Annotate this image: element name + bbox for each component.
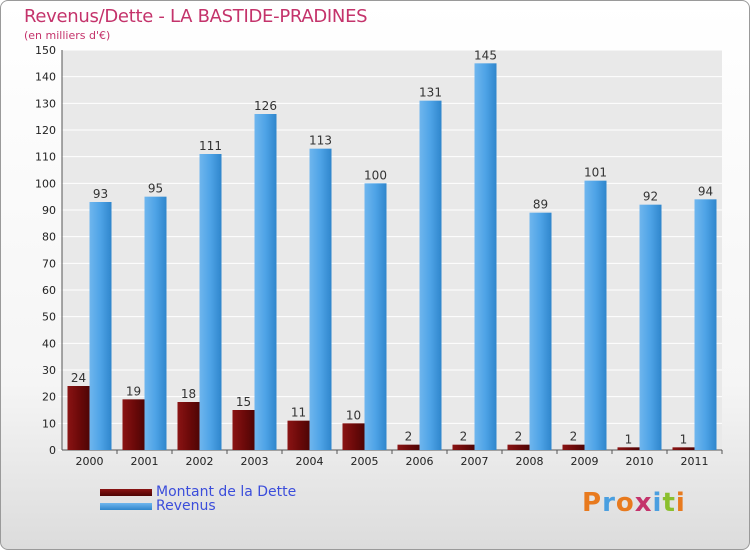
logo-letter: i (652, 488, 663, 518)
x-tick-label: 2010 (626, 455, 654, 468)
y-tick-label: 60 (42, 284, 56, 297)
x-tick-label: 2011 (681, 455, 709, 468)
data-label-dette: 2 (515, 430, 523, 444)
bar-revenus (144, 196, 167, 450)
x-tick-label: 2004 (296, 455, 324, 468)
chart-subtitle: (en milliers d'€) (24, 29, 111, 42)
data-label-revenus: 126 (254, 99, 277, 113)
logo-letter: P (582, 488, 603, 518)
data-label-dette: 2 (570, 430, 578, 444)
x-tick-label: 2005 (351, 455, 379, 468)
bar-dette (397, 444, 420, 450)
logo-letter: x (634, 488, 653, 518)
bar-revenus (639, 204, 662, 450)
bar-revenus (584, 180, 607, 450)
logo-letter: r (602, 488, 616, 518)
y-tick-label: 30 (42, 364, 56, 377)
y-tick-label: 10 (42, 417, 56, 430)
y-tick-label: 20 (42, 391, 56, 404)
bar-dette (617, 447, 640, 450)
y-tick-label: 150 (35, 44, 56, 57)
data-label-dette: 24 (71, 371, 86, 385)
bar-revenus (364, 183, 387, 451)
bar-revenus (89, 202, 112, 450)
data-label-dette: 19 (126, 384, 141, 398)
y-tick-label: 80 (42, 231, 56, 244)
y-tick-label: 50 (42, 311, 56, 324)
data-label-revenus: 100 (364, 168, 387, 182)
data-label-dette: 15 (236, 395, 251, 409)
bar-revenus (199, 154, 222, 450)
legend-label-dette: Montant de la Dette (156, 484, 297, 500)
legend-swatch-dette (100, 489, 152, 496)
y-tick-label: 140 (35, 71, 56, 84)
bar-revenus (694, 199, 717, 450)
data-label-revenus: 95 (148, 182, 163, 196)
x-tick-label: 2008 (516, 455, 544, 468)
x-tick-label: 2003 (241, 455, 269, 468)
data-label-revenus: 131 (419, 86, 442, 100)
x-tick-label: 2002 (186, 455, 214, 468)
data-label-revenus: 111 (199, 139, 222, 153)
bar-dette (672, 447, 695, 450)
logo-letter: t (662, 488, 676, 518)
data-label-dette: 18 (181, 387, 196, 401)
data-label-revenus: 113 (309, 134, 332, 148)
x-tick-label: 2006 (406, 455, 434, 468)
data-label-dette: 2 (460, 430, 468, 444)
data-label-dette: 1 (680, 432, 688, 446)
y-tick-label: 100 (35, 177, 56, 190)
y-tick-label: 90 (42, 204, 56, 217)
legend-label-revenus: Revenus (156, 498, 216, 514)
bar-dette (177, 402, 200, 450)
y-tick-label: 130 (35, 97, 56, 110)
data-label-revenus: 101 (584, 166, 607, 180)
logo-letter: o (615, 488, 635, 518)
data-label-revenus: 89 (533, 198, 548, 212)
chart-title: Revenus/Dette - LA BASTIDE-PRADINES (24, 6, 368, 27)
bar-dette (507, 444, 530, 450)
y-tick-label: 120 (35, 124, 56, 137)
data-label-revenus: 145 (474, 48, 497, 62)
x-tick-label: 2007 (461, 455, 489, 468)
y-tick-label: 70 (42, 257, 56, 270)
data-label-dette: 10 (346, 408, 361, 422)
bar-revenus (474, 63, 497, 450)
proxiti-logo: Proxiti (582, 488, 686, 518)
x-tick-label: 2000 (76, 455, 104, 468)
bar-dette (122, 399, 145, 450)
logo-letter: i (675, 488, 686, 518)
plot-area (62, 50, 722, 450)
data-label-revenus: 94 (698, 184, 713, 198)
bar-revenus (529, 212, 552, 450)
x-tick-label: 2009 (571, 455, 599, 468)
bar-dette (67, 386, 90, 450)
bar-revenus (309, 148, 332, 450)
data-label-dette: 11 (291, 406, 306, 420)
bar-dette (562, 444, 585, 450)
bar-revenus (254, 114, 277, 450)
legend-swatch-revenus (100, 503, 152, 510)
y-tick-label: 110 (35, 151, 56, 164)
bar-dette (342, 423, 365, 450)
x-tick-label: 2001 (131, 455, 159, 468)
data-label-dette: 2 (405, 430, 413, 444)
bar-dette (287, 420, 310, 450)
bar-dette (232, 410, 255, 450)
data-label-dette: 1 (625, 432, 633, 446)
y-tick-label: 40 (42, 337, 56, 350)
bar-dette (452, 444, 475, 450)
y-tick-label: 0 (49, 444, 56, 457)
bar-revenus (419, 100, 442, 451)
data-label-revenus: 93 (93, 187, 108, 201)
data-label-revenus: 92 (643, 190, 658, 204)
